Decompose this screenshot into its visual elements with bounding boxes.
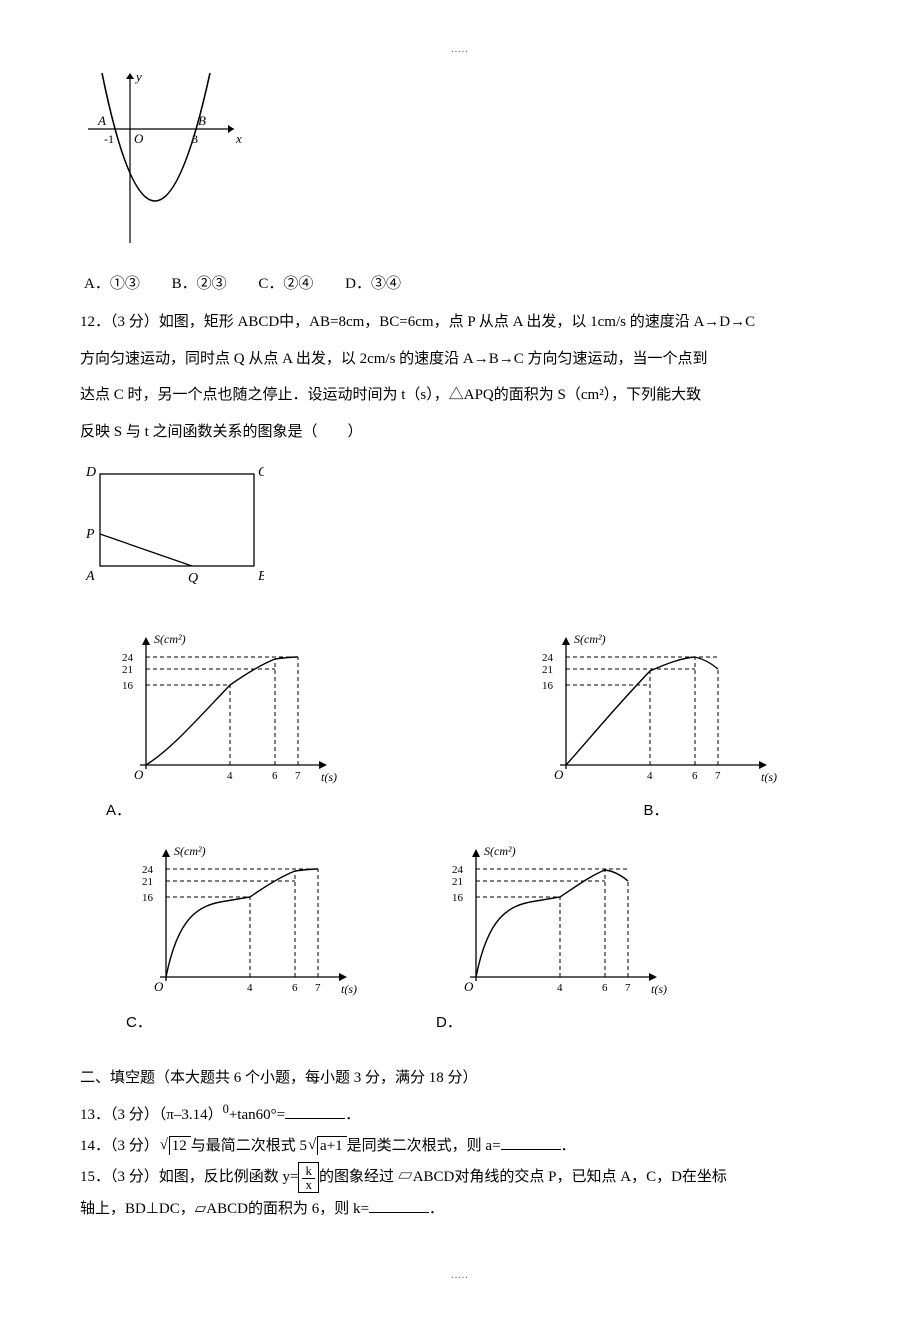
q12-option-c-label[interactable]: C． [120, 1009, 152, 1038]
q12-line2: 方向匀速运动，同时点 Q 从点 A 出发，以 2cm/s 的速度沿 A→B→C … [80, 345, 840, 374]
q15-p3: 轴上，BD⊥DC，▱ABCD的面积为 6，则 k= [80, 1201, 369, 1217]
svg-text:D: D [85, 465, 96, 480]
svg-text:S(cm²): S(cm²) [174, 844, 206, 858]
q12-chart-a: S(cm²) t(s) O 2421 16 4 6 7 [100, 625, 340, 795]
q12-line3: 达点 C 时，另一个点也随之停止．设运动时间为 t（s），△APQ的面积为 S（… [80, 381, 840, 410]
svg-text:S(cm²): S(cm²) [154, 632, 186, 646]
q11-option-b[interactable]: B．②③ [172, 276, 227, 292]
svg-text:16: 16 [542, 680, 554, 692]
q13-line: 13．（3 分）（π–3.14）0+tan60°=． [80, 1098, 840, 1130]
svg-text:7: 7 [295, 770, 301, 782]
q13-suffix: ． [345, 1107, 360, 1123]
svg-text:16: 16 [452, 892, 464, 904]
svg-text:3: 3 [192, 132, 198, 146]
svg-text:t(s): t(s) [651, 982, 667, 996]
q14-p3: 是同类二次根式，则 a= [347, 1138, 501, 1154]
svg-text:7: 7 [715, 770, 721, 782]
q12-option-d-label[interactable]: D． [430, 1009, 462, 1038]
svg-text:t(s): t(s) [761, 770, 777, 784]
svg-text:24: 24 [452, 864, 464, 876]
svg-text:O: O [134, 131, 144, 146]
svg-text:6: 6 [272, 770, 278, 782]
q15-line2: 轴上，BD⊥DC，▱ABCD的面积为 6，则 k= ． [80, 1195, 840, 1224]
svg-text:21: 21 [122, 664, 133, 676]
svg-text:O: O [554, 767, 564, 782]
q13-mid: +tan60°= [229, 1107, 285, 1123]
q14-p2: 与最简二次根式 5 [191, 1138, 307, 1154]
q15-line1: 15．（3 分）如图，反比例函数 y=kx的图象经过 ▱ABCD对角线的交点 P… [80, 1162, 840, 1193]
svg-text:4: 4 [557, 982, 563, 994]
svg-text:24: 24 [542, 652, 554, 664]
svg-text:y: y [134, 69, 142, 84]
svg-text:4: 4 [247, 982, 253, 994]
q12-chart-b: S(cm²) t(s) O 2421 16 4 6 7 [520, 625, 780, 795]
svg-text:21: 21 [142, 876, 153, 888]
q12-option-a-label[interactable]: A． [100, 797, 131, 826]
q12-line1: 12．（3 分）如图，矩形 ABCD中，AB=8cm，BC=6cm，点 P 从点… [80, 308, 840, 337]
q13-prefix: 13．（3 分）（π–3.14） [80, 1107, 223, 1123]
q14-suffix: ． [561, 1138, 576, 1154]
svg-text:x: x [235, 131, 242, 146]
q12-rectangle-diagram: D C A B P Q [84, 460, 264, 600]
q12-chart-d: S(cm²) t(s) O 2421 16 4 6 7 [430, 837, 670, 1007]
q15-p2: 的图象经过 ▱ABCD对角线的交点 P，已知点 A，C，D在坐标 [319, 1169, 727, 1185]
q11-parabola-graph: x y A -1 B3 O [84, 69, 244, 249]
svg-text:7: 7 [625, 982, 631, 994]
svg-text:4: 4 [227, 770, 233, 782]
q11-option-c[interactable]: C．②④ [258, 276, 313, 292]
svg-text:6: 6 [292, 982, 298, 994]
svg-text:Q: Q [188, 571, 198, 586]
svg-text:P: P [85, 527, 95, 542]
q14-sqrt12: 12 [169, 1136, 191, 1155]
q11-option-a[interactable]: A．①③ [84, 276, 140, 292]
svg-text:B: B [198, 113, 206, 128]
svg-text:16: 16 [122, 680, 134, 692]
svg-text:6: 6 [602, 982, 608, 994]
svg-text:t(s): t(s) [341, 982, 357, 996]
svg-text:6: 6 [692, 770, 698, 782]
q12-line4: 反映 S 与 t 之间函数关系的图象是（ ） [80, 418, 840, 447]
q13-blank[interactable] [285, 1105, 345, 1120]
q15-frac-d: x [302, 1177, 315, 1192]
q14-blank[interactable] [501, 1135, 561, 1150]
svg-text:S(cm²): S(cm²) [484, 844, 516, 858]
q14-sqrt-a1: a+1 [317, 1136, 347, 1155]
svg-text:4: 4 [647, 770, 653, 782]
q15-frac: kx [298, 1162, 319, 1193]
svg-text:24: 24 [142, 864, 154, 876]
svg-text:16: 16 [142, 892, 154, 904]
svg-text:C: C [258, 465, 264, 480]
svg-text:B: B [258, 569, 264, 584]
q14-line: 14．（3 分） 12与最简二次根式 5 a+1是同类二次根式，则 a= ． [80, 1132, 840, 1161]
svg-text:A: A [97, 113, 106, 128]
svg-text:A: A [85, 569, 95, 584]
header-dots: ..... [80, 40, 840, 59]
svg-text:O: O [134, 767, 144, 782]
svg-text:S(cm²): S(cm²) [574, 632, 606, 646]
svg-text:21: 21 [452, 876, 463, 888]
q12-chart-c: S(cm²) t(s) O 2421 16 4 6 7 [120, 837, 360, 1007]
svg-text:t(s): t(s) [321, 770, 337, 784]
q15-suffix: ． [429, 1201, 444, 1217]
q15-p1: 15．（3 分）如图，反比例函数 y= [80, 1169, 298, 1185]
q11-options-row: A．①③ B．②③ C．②④ D．③④ [84, 270, 840, 299]
q15-blank[interactable] [369, 1199, 429, 1214]
q12-option-b-label[interactable]: B． [520, 797, 786, 826]
svg-text:-1: -1 [104, 132, 114, 146]
q11-option-d[interactable]: D．③④ [345, 276, 401, 292]
section2-title: 二、填空题（本大题共 6 个小题，每小题 3 分，满分 18 分） [80, 1064, 840, 1093]
svg-text:21: 21 [542, 664, 553, 676]
svg-text:7: 7 [315, 982, 321, 994]
svg-text:O: O [464, 979, 474, 994]
q14-p1: 14．（3 分） [80, 1138, 159, 1154]
footer-dots: ..... [80, 1266, 840, 1285]
svg-text:O: O [154, 979, 164, 994]
svg-text:24: 24 [122, 652, 134, 664]
